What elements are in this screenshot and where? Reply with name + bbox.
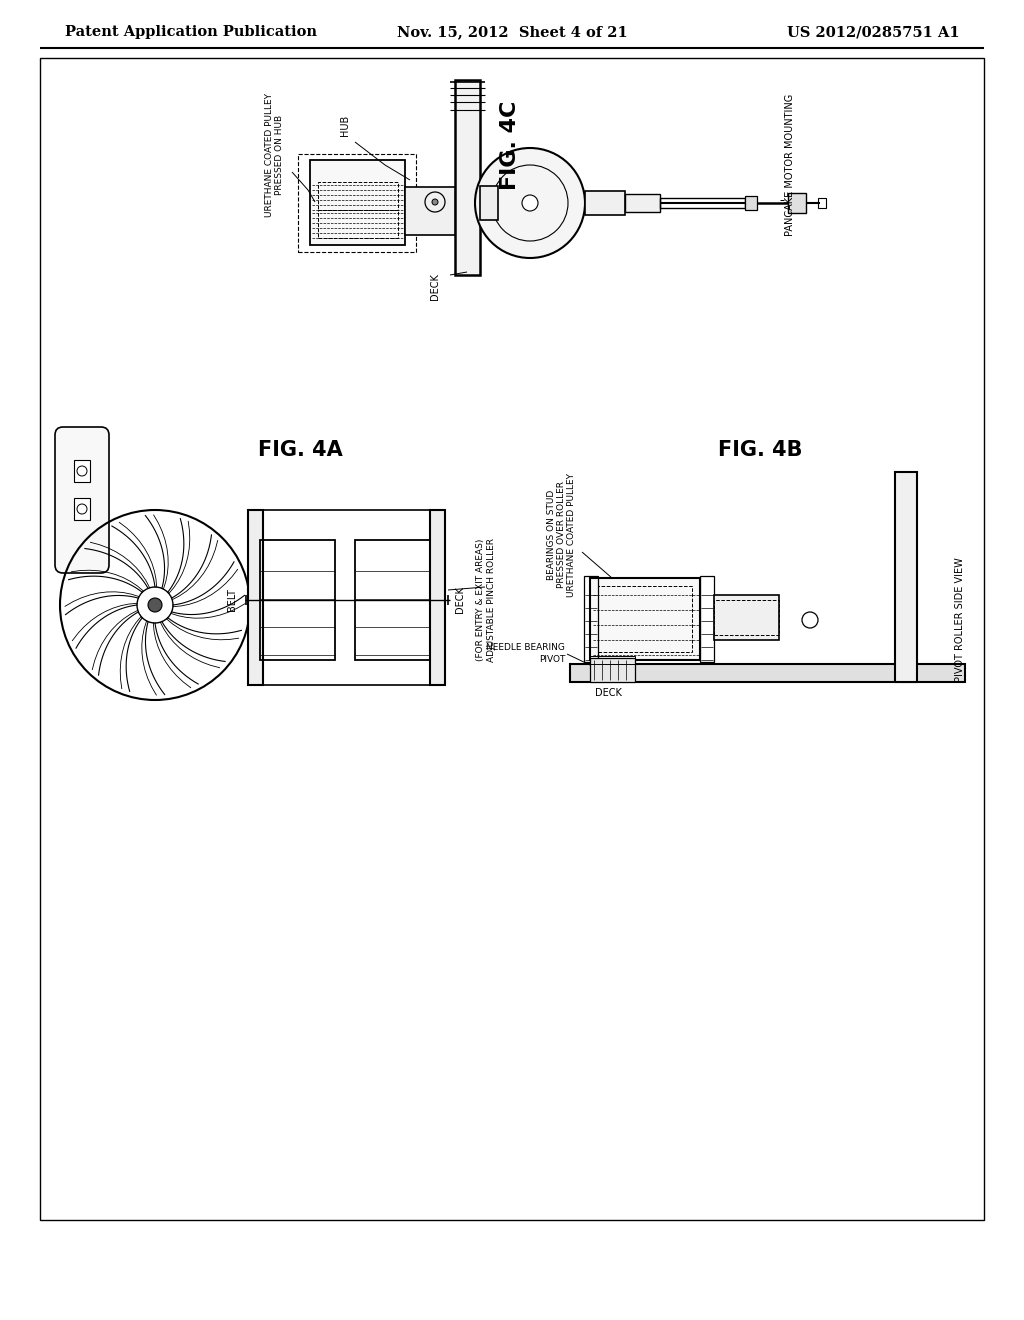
Text: DECK: DECK xyxy=(430,273,440,301)
Text: BEARINGS ON STUD: BEARINGS ON STUD xyxy=(548,490,556,579)
Bar xyxy=(310,160,406,246)
Circle shape xyxy=(475,148,585,257)
Bar xyxy=(406,187,455,235)
Bar xyxy=(570,664,965,682)
Text: BELT: BELT xyxy=(227,589,237,611)
Circle shape xyxy=(432,199,438,205)
Circle shape xyxy=(148,598,162,612)
Text: FIG. 4B: FIG. 4B xyxy=(718,440,802,459)
Bar xyxy=(660,198,745,209)
Text: HUB: HUB xyxy=(340,115,350,136)
Bar xyxy=(318,210,398,238)
Bar xyxy=(355,540,430,660)
Bar xyxy=(714,601,779,635)
Bar xyxy=(895,473,918,682)
Text: FIG. 4C: FIG. 4C xyxy=(500,100,520,190)
Circle shape xyxy=(522,195,538,211)
Bar xyxy=(818,198,826,209)
Bar xyxy=(700,576,714,663)
Bar xyxy=(714,595,779,640)
Bar xyxy=(260,540,335,660)
Text: NEEDLE BEARING: NEEDLE BEARING xyxy=(486,644,565,652)
Text: DECK: DECK xyxy=(595,688,622,698)
Bar xyxy=(74,498,90,520)
Text: PANCAKE MOTOR MOUNTING: PANCAKE MOTOR MOUNTING xyxy=(785,94,795,236)
Text: PRESSED OVER ROLLER: PRESSED OVER ROLLER xyxy=(557,482,566,589)
Bar xyxy=(625,194,660,213)
Bar xyxy=(585,191,625,215)
Bar xyxy=(298,154,416,252)
Bar xyxy=(745,195,757,210)
Text: DECK: DECK xyxy=(455,586,465,614)
Bar xyxy=(455,81,480,275)
Text: PIVOT: PIVOT xyxy=(539,656,565,664)
FancyBboxPatch shape xyxy=(55,426,109,573)
Text: US 2012/0285751 A1: US 2012/0285751 A1 xyxy=(787,25,961,40)
Bar xyxy=(74,459,90,482)
Bar xyxy=(590,656,635,664)
Text: URETHANE COATED PULLEY: URETHANE COATED PULLEY xyxy=(265,92,274,216)
Text: PRESSED ON HUB: PRESSED ON HUB xyxy=(275,115,285,195)
Text: PIVOT ROLLER SIDE VIEW: PIVOT ROLLER SIDE VIEW xyxy=(955,557,965,682)
Bar xyxy=(584,576,598,663)
Bar xyxy=(590,657,635,682)
Text: URETHANE COATED PULLEY: URETHANE COATED PULLEY xyxy=(567,473,577,597)
Bar xyxy=(318,182,398,210)
Bar xyxy=(248,510,263,685)
Bar xyxy=(40,58,984,1220)
Bar xyxy=(430,510,445,685)
Text: Patent Application Publication: Patent Application Publication xyxy=(65,25,317,40)
Text: FIG. 4A: FIG. 4A xyxy=(258,440,342,459)
Text: Nov. 15, 2012  Sheet 4 of 21: Nov. 15, 2012 Sheet 4 of 21 xyxy=(396,25,628,40)
Bar xyxy=(590,578,700,660)
Bar xyxy=(598,586,692,652)
Bar xyxy=(788,193,806,213)
Text: ADJUSTABLE PINCH ROLLER: ADJUSTABLE PINCH ROLLER xyxy=(487,539,497,663)
Text: (FOR ENTRY & EXIT AREAS): (FOR ENTRY & EXIT AREAS) xyxy=(476,539,485,661)
Bar xyxy=(480,186,498,220)
